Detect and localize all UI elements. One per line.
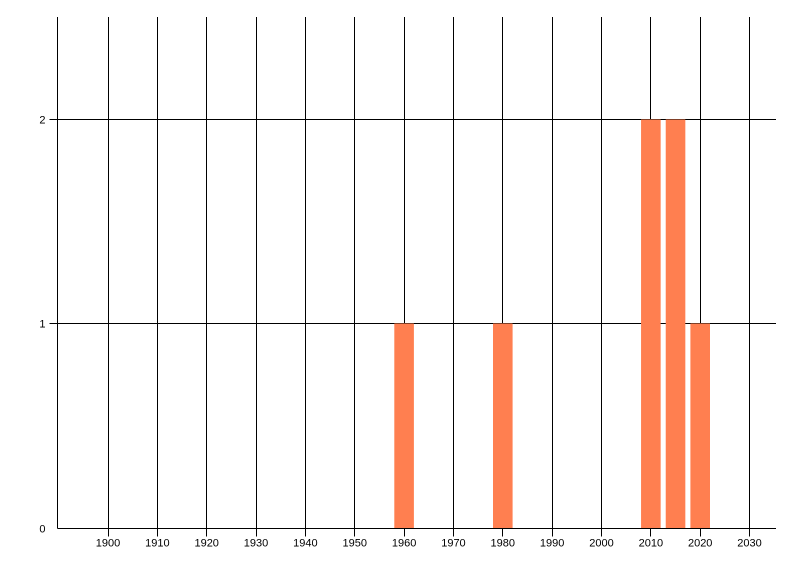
svg-text:1: 1 bbox=[39, 319, 45, 331]
svg-text:2020: 2020 bbox=[688, 538, 712, 550]
svg-text:2000: 2000 bbox=[589, 538, 613, 550]
svg-text:1990: 1990 bbox=[540, 538, 564, 550]
svg-text:1960: 1960 bbox=[392, 538, 416, 550]
svg-text:0: 0 bbox=[39, 524, 45, 536]
svg-text:1920: 1920 bbox=[194, 538, 218, 550]
svg-text:1930: 1930 bbox=[244, 538, 268, 550]
svg-text:2: 2 bbox=[39, 115, 45, 127]
svg-text:1940: 1940 bbox=[293, 538, 317, 550]
svg-text:1950: 1950 bbox=[343, 538, 367, 550]
svg-text:1970: 1970 bbox=[441, 538, 465, 550]
svg-text:1980: 1980 bbox=[491, 538, 515, 550]
svg-text:1910: 1910 bbox=[145, 538, 169, 550]
svg-text:2030: 2030 bbox=[737, 538, 761, 550]
svg-text:1900: 1900 bbox=[96, 538, 120, 550]
svg-text:2010: 2010 bbox=[639, 538, 663, 550]
